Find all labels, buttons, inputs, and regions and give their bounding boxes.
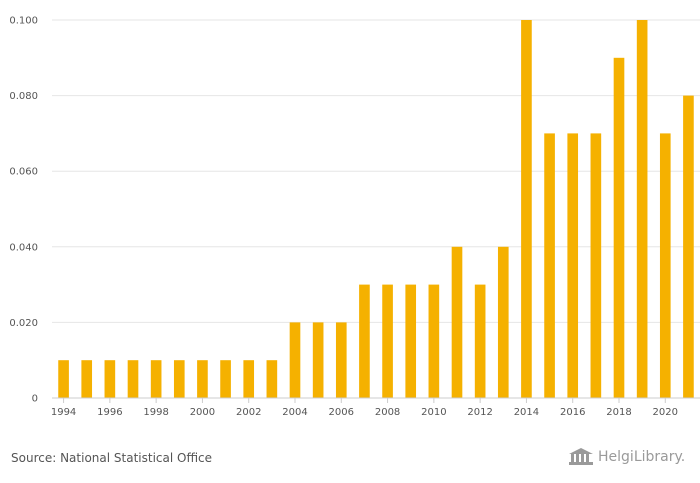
bar-2008[interactable] <box>382 284 393 398</box>
bar-2007[interactable] <box>359 284 370 398</box>
x-tick-label: 2006 <box>329 407 354 418</box>
source-note: Source: National Statistical Office <box>11 451 213 465</box>
y-tick-label: 0.020 <box>9 318 38 329</box>
bar-1994[interactable] <box>58 360 69 398</box>
x-tick-label: 1998 <box>143 407 168 418</box>
bar-2018[interactable] <box>613 57 625 399</box>
x-tick-label: 2000 <box>190 407 215 418</box>
bar-2015[interactable] <box>544 133 555 398</box>
bar-2010[interactable] <box>428 284 440 398</box>
y-axis-tick-labels: 0 0.020 0.040 0.060 0.080 0.100 <box>9 16 38 405</box>
bar-2000[interactable] <box>197 360 208 398</box>
bar-2002[interactable] <box>243 360 255 398</box>
bar-2003[interactable] <box>266 360 278 398</box>
x-tick-label: 2004 <box>282 407 307 418</box>
bar-2019[interactable] <box>636 20 648 398</box>
bar-2004[interactable] <box>289 322 301 398</box>
logo-word-library: Library. <box>633 449 686 465</box>
x-tick-label: 2016 <box>560 407 585 418</box>
bars <box>58 20 694 399</box>
bar-1996[interactable] <box>104 360 116 398</box>
y-tick-label: 0.080 <box>9 91 38 102</box>
x-tick-label: 2020 <box>653 407 678 418</box>
library-building-icon <box>569 448 593 465</box>
logo-word-helgi: Helgi <box>598 449 634 465</box>
x-tick-label: 2014 <box>514 407 539 418</box>
x-tick-label: 2008 <box>375 407 400 418</box>
bar-chart: 0 0.020 0.040 0.060 0.080 0.100 1994 1996 1998 2… <box>9 16 700 418</box>
helgi-library-logo[interactable]: Helgi Library. <box>568 448 685 466</box>
bar-2020[interactable] <box>659 133 671 398</box>
x-tick-label: 2010 <box>421 407 446 418</box>
bar-2005[interactable] <box>312 322 324 398</box>
x-tick-label: 1996 <box>97 407 122 418</box>
x-tick-label: 2018 <box>606 407 631 418</box>
bar-1995[interactable] <box>81 360 93 398</box>
x-tick-label: 2012 <box>467 407 492 418</box>
bar-1999[interactable] <box>173 360 185 398</box>
bar-2011[interactable] <box>451 246 463 398</box>
x-tick-label: 2002 <box>236 407 261 418</box>
x-axis-tick-labels: 1994 1996 1998 2000 2002 2004 2006 2008 2010 2012… <box>51 398 678 418</box>
y-tick-label: 0.040 <box>9 242 38 253</box>
y-tick-label: 0.100 <box>9 16 38 27</box>
gridlines <box>52 19 700 323</box>
bar-1997[interactable] <box>127 360 139 398</box>
y-tick-label: 0.060 <box>9 167 38 178</box>
bar-2009[interactable] <box>405 284 417 398</box>
bar-2021[interactable] <box>683 95 694 398</box>
y-tick-label: 0 <box>32 394 38 405</box>
bar-2016[interactable] <box>567 133 579 398</box>
bar-2017[interactable] <box>590 133 602 398</box>
bar-2014[interactable] <box>521 20 532 398</box>
x-tick-label: 1994 <box>51 407 76 418</box>
bar-2006[interactable] <box>335 322 347 398</box>
bar-2013[interactable] <box>497 246 509 398</box>
bar-2001[interactable] <box>220 360 231 398</box>
bar-1998[interactable] <box>150 360 162 398</box>
bar-2012[interactable] <box>474 284 486 398</box>
